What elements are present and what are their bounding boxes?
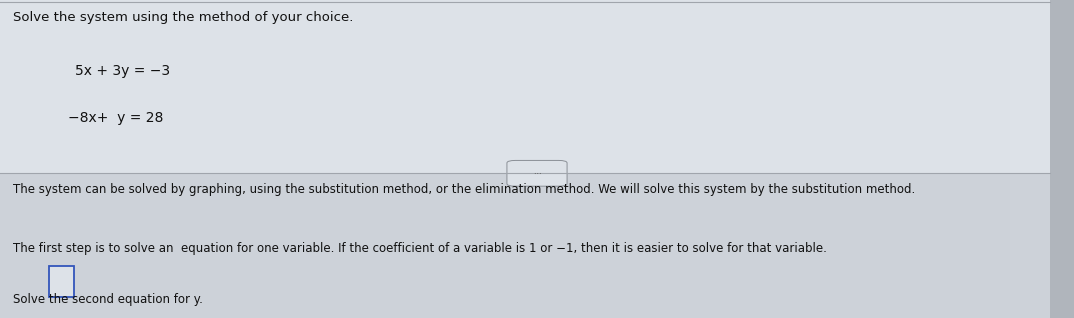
- FancyBboxPatch shape: [1050, 0, 1074, 318]
- FancyBboxPatch shape: [0, 0, 1050, 173]
- Text: The first step is to solve an  equation for one variable. If the coefficient of : The first step is to solve an equation f…: [13, 242, 827, 255]
- FancyBboxPatch shape: [49, 266, 74, 297]
- FancyBboxPatch shape: [507, 160, 567, 186]
- Text: Solve the system using the method of your choice.: Solve the system using the method of you…: [13, 11, 353, 24]
- Text: The system can be solved by graphing, using the substitution method, or the elim: The system can be solved by graphing, us…: [13, 183, 915, 196]
- Text: ⋯: ⋯: [533, 169, 541, 178]
- Text: Solve the second equation for y.: Solve the second equation for y.: [13, 293, 203, 306]
- Text: 5x + 3y = −3: 5x + 3y = −3: [75, 64, 171, 78]
- Text: −8x+  y = 28: −8x+ y = 28: [68, 111, 163, 125]
- FancyBboxPatch shape: [0, 173, 1050, 318]
